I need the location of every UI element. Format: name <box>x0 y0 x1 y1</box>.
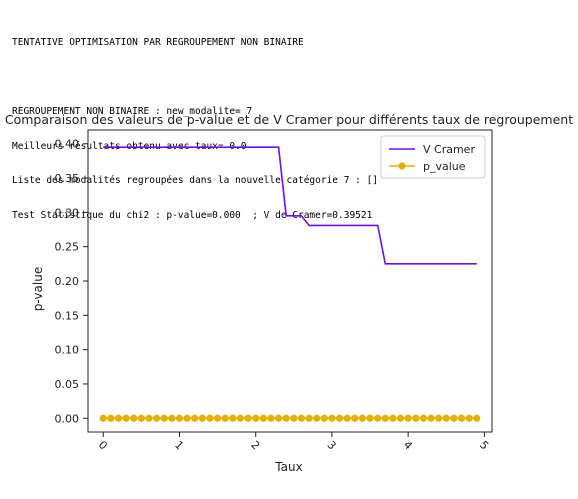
data-point-p-value <box>435 414 443 422</box>
data-point-p-value <box>351 414 359 422</box>
data-point-p-value <box>465 414 473 422</box>
chart-title: Comparaison des valeurs de p-value et de… <box>5 112 573 127</box>
data-point-p-value <box>107 414 115 422</box>
data-point-p-value <box>168 414 176 422</box>
data-point-p-value <box>343 414 351 422</box>
data-point-p-value <box>404 414 412 422</box>
data-point-p-value <box>282 414 290 422</box>
data-point-p-value <box>381 414 389 422</box>
data-point-p-value <box>206 414 214 422</box>
data-point-p-value <box>473 414 481 422</box>
data-point-p-value <box>213 414 222 422</box>
data-point-p-value <box>450 414 458 422</box>
console-line: Meilleurs résultats obtenu avec taux= 0.… <box>12 140 247 152</box>
console-line: Test Statistique du chi2 : p-value=0.000… <box>12 209 373 221</box>
console-output: TENTATIVE OPTIMISATION PAR REGROUPEMENT … <box>12 14 378 233</box>
y-tick-label: 0.25 <box>55 241 80 254</box>
series-line-v-cramer <box>103 146 477 265</box>
data-point-p-value <box>442 414 450 422</box>
data-point-p-value <box>366 414 374 422</box>
data-point-p-value <box>412 414 420 422</box>
console-header: TENTATIVE OPTIMISATION PAR REGROUPEMENT … <box>12 37 304 48</box>
x-tick-label: 4 <box>401 438 415 452</box>
y-axis-label: p-value <box>31 267 45 311</box>
data-point-p-value <box>183 414 191 422</box>
x-tick-label: 3 <box>324 438 338 452</box>
data-point-p-value <box>419 414 427 422</box>
data-point-p-value <box>229 414 237 422</box>
data-point-p-value <box>160 414 168 422</box>
y-tick-label: 0.10 <box>55 344 80 357</box>
data-point-p-value <box>99 414 107 422</box>
x-tick-label: 2 <box>248 438 262 452</box>
data-point-p-value <box>328 414 336 422</box>
x-axis-label: Taux <box>274 460 302 474</box>
legend: V Cramer p_value <box>380 135 486 179</box>
console-line: Liste des modalités regroupées dans la n… <box>12 175 379 186</box>
y-tick-label: 0.05 <box>55 378 80 391</box>
data-point-p-value <box>457 414 466 422</box>
data-point-p-value <box>290 414 298 422</box>
data-point-p-value <box>374 414 382 422</box>
data-point-p-value <box>236 414 245 422</box>
data-point-p-value <box>396 414 405 422</box>
data-point-p-value <box>191 414 199 422</box>
data-point-p-value <box>297 414 306 422</box>
data-point-p-value <box>305 414 313 422</box>
x-tick-label: 5 <box>477 438 491 452</box>
data-point-p-value <box>389 414 397 422</box>
data-point-p-value <box>274 414 283 422</box>
y-tick-label: 0.35 <box>55 172 80 185</box>
y-tick-label: 0.15 <box>55 309 80 322</box>
legend-label-p-value: p_value <box>423 160 466 173</box>
legend-marker-p-value <box>398 162 406 170</box>
legend-label-v-cramer: V Cramer <box>423 143 475 156</box>
data-point-p-value <box>427 414 435 422</box>
y-tick-label: 0.40 <box>55 138 80 151</box>
data-point-p-value <box>267 414 275 422</box>
data-point-p-value <box>145 414 153 422</box>
data-point-p-value <box>320 414 328 422</box>
data-point-p-value <box>259 414 267 422</box>
data-point-p-value <box>244 414 252 422</box>
data-point-p-value <box>175 414 184 422</box>
console-line: REGROUPEMENT NON BINAIRE : new_modalite=… <box>12 106 253 117</box>
data-point-p-value <box>335 414 344 422</box>
data-point-p-value <box>358 414 367 422</box>
x-tick-label: 1 <box>172 438 186 452</box>
legend-box <box>380 135 486 179</box>
y-tick-label: 0.30 <box>55 206 80 219</box>
y-tick-label: 0.20 <box>55 275 80 288</box>
x-tick-label: 0 <box>96 438 110 452</box>
data-point-p-value <box>122 414 130 422</box>
data-point-p-value <box>252 414 260 422</box>
data-point-p-value <box>137 414 145 422</box>
data-point-p-value <box>153 414 161 422</box>
data-point-p-value <box>313 414 321 422</box>
data-point-p-value <box>114 414 123 422</box>
y-tick-label: 0.00 <box>55 412 80 425</box>
data-point-p-value <box>221 414 229 422</box>
data-point-p-value <box>130 414 138 422</box>
data-point-p-value <box>198 414 206 422</box>
